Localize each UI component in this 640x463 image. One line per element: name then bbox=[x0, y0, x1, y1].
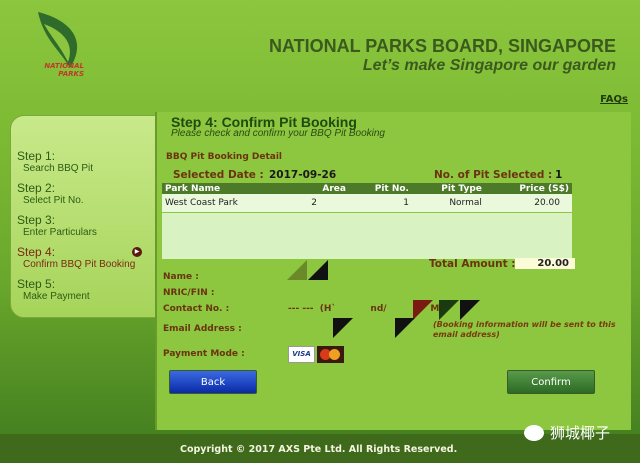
payment-label: Payment Mode : bbox=[163, 349, 245, 359]
step-2: Step 2: Select Pit No. bbox=[17, 181, 84, 206]
selected-date-label: Selected Date : bbox=[173, 169, 264, 181]
step-4-current: Step 4: Confirm BBQ Pit Booking bbox=[17, 245, 136, 270]
section-title: BBQ Pit Booking Detail bbox=[166, 152, 283, 162]
table-header: Park Name Area Pit No. Pit Type Price (S$) bbox=[162, 183, 572, 194]
payment-methods: VISA bbox=[288, 346, 344, 363]
redaction bbox=[287, 260, 307, 280]
table-empty-area bbox=[162, 213, 572, 259]
contact-label: Contact No. : bbox=[163, 304, 230, 314]
redaction bbox=[413, 300, 433, 320]
step-1: Step 1: Search BBQ Pit bbox=[17, 149, 94, 174]
table-row: West Coast Park 2 1 Normal 20.00 bbox=[162, 194, 572, 212]
visa-icon: VISA bbox=[288, 346, 315, 363]
confirm-panel: Step 4: Confirm Pit Booking Please check… bbox=[155, 112, 631, 430]
page-title: Step 4: Confirm Pit Booking bbox=[171, 114, 357, 130]
redaction bbox=[333, 318, 353, 338]
watermark: 狮城椰子 bbox=[524, 422, 610, 443]
booking-table: Park Name Area Pit No. Pit Type Price (S$) W… bbox=[162, 183, 572, 212]
pits-selected-label: No. of Pit Selected : bbox=[434, 169, 553, 181]
email-label: Email Address : bbox=[163, 324, 242, 334]
total-amount: 20.00 bbox=[515, 258, 575, 269]
page-subtitle: Please check and confirm your BBQ Pit Bo… bbox=[171, 128, 385, 139]
steps-sidebar: Step 1: Search BBQ Pit Step 2: Select Pit … bbox=[10, 115, 156, 318]
org-title: NATIONAL PARKS BOARD, SINGAPORE bbox=[268, 36, 616, 56]
mastercard-icon bbox=[317, 346, 344, 363]
national-parks-leaf-logo bbox=[38, 12, 78, 68]
logo-text: NATIONAL PARKS bbox=[44, 62, 84, 78]
name-label: Name : bbox=[163, 272, 199, 282]
back-button[interactable]: Back bbox=[169, 370, 257, 394]
redaction bbox=[308, 260, 328, 280]
wechat-icon bbox=[524, 424, 544, 441]
nric-label: NRIC/FIN : bbox=[163, 288, 215, 298]
tagline: Let’s make Singapore our garden bbox=[362, 57, 616, 74]
redaction bbox=[395, 318, 415, 338]
pits-selected: 1 bbox=[555, 169, 563, 181]
redaction bbox=[460, 300, 480, 320]
step-3: Step 3: Enter Particulars bbox=[17, 213, 97, 238]
copyright: Copyright © 2017 AXS Pte Ltd. All Rights… bbox=[180, 444, 458, 455]
email-note: (Booking information will be sent to thi… bbox=[433, 320, 616, 339]
redaction bbox=[439, 300, 459, 320]
selected-date: 2017-09-26 bbox=[269, 169, 337, 181]
current-step-arrow-icon: ▶ bbox=[132, 247, 142, 257]
step-5: Step 5: Make Payment bbox=[17, 277, 90, 302]
total-label: Total Amount : bbox=[429, 258, 516, 270]
faqs-link[interactable]: FAQs bbox=[600, 94, 628, 105]
confirm-button[interactable]: Confirm bbox=[507, 370, 595, 394]
contact-value-redacted: --- --- (H` nd/ M) bbox=[288, 304, 444, 314]
